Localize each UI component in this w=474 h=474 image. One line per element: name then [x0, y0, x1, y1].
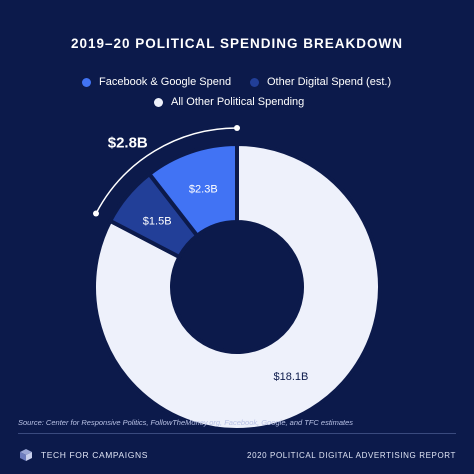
source-note: Source: Center for Responsive Politics, …	[18, 418, 354, 427]
footer-divider	[18, 433, 456, 434]
bracket-annotation-label: $2.8B	[108, 135, 148, 152]
slice-all-other	[92, 141, 382, 432]
legend-swatch-icon	[82, 77, 91, 87]
slice-facebook-google	[146, 141, 239, 239]
bracket-arc	[95, 127, 238, 214]
tfc-logo-icon	[20, 449, 32, 461]
footer-report-name: 2020 POLITICAL DIGITAL ADVERTISING REPOR…	[247, 451, 456, 460]
bracket-start-dot	[93, 210, 100, 217]
legend-item-other-digital: Other Digital Spend (est.)	[250, 76, 391, 88]
donut-slices	[92, 141, 382, 432]
chart-title: 2019–20 POLITICAL SPENDING BREAKDOWN	[70, 36, 404, 51]
legend-label: All Other Political Spending	[171, 96, 305, 108]
legend-swatch-icon	[250, 77, 259, 87]
legend-item-facebook-google: Facebook & Google Spend	[82, 76, 231, 88]
footer-brand-name: TECH FOR CAMPAIGNS	[41, 450, 148, 460]
bracket-end-dot	[234, 125, 240, 131]
data-label-facebook-google: $2.3B	[189, 184, 218, 196]
legend-label: Facebook & Google Spend	[99, 76, 232, 88]
bracket-annotation: $2.8B	[93, 125, 240, 217]
donut-data-labels: $18.1B $1.5B $2.3B	[143, 184, 309, 383]
data-label-other-digital: $1.5B	[143, 215, 172, 227]
legend-item-all-other: All Other Political Spending	[154, 96, 304, 108]
legend-label: Other Digital Spend (est.)	[267, 76, 392, 88]
legend-swatch-icon	[154, 97, 163, 107]
footer-brand: TECH FOR CAMPAIGNS	[18, 447, 148, 463]
data-label-all-other: $18.1B	[273, 371, 308, 383]
